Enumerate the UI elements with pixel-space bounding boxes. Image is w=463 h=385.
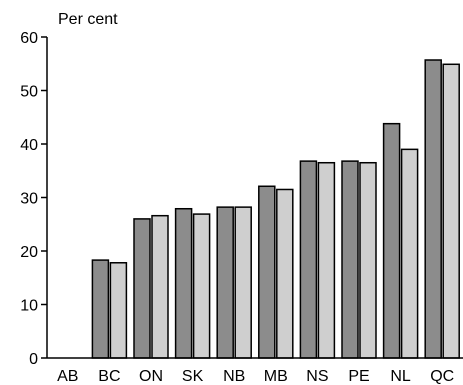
bar-nl-series-2 <box>400 148 419 359</box>
y-ticks-group: 0 10 20 30 40 50 60 <box>20 30 47 368</box>
y-tick-label: 30 <box>20 191 38 208</box>
bar-ns-series-1 <box>299 160 318 359</box>
bar-qc-series-2 <box>442 63 460 359</box>
y-axis-label: Per cent <box>58 11 118 28</box>
x-tick-label-mb: MB <box>264 368 288 385</box>
x-tick-label-ab: AB <box>57 368 78 385</box>
y-tick-label: 10 <box>20 298 38 315</box>
x-tick-label-ns: NS <box>306 368 328 385</box>
x-tick-label-nb: NB <box>223 368 245 385</box>
bar-qc-series-1 <box>424 59 442 359</box>
y-tick-label: 60 <box>20 30 38 47</box>
bar-on-series-2 <box>151 214 169 359</box>
y-tick-label: 40 <box>20 137 38 154</box>
y-tick-label: 50 <box>20 84 38 101</box>
y-tick-label: 20 <box>20 244 38 261</box>
bar-nl-series-1 <box>382 122 401 359</box>
bar-nb-series-1 <box>216 206 234 359</box>
y-tick-label: 0 <box>29 351 38 368</box>
bar-bc-series-1 <box>91 259 110 359</box>
bar-sk-series-2 <box>192 213 211 359</box>
x-tick-label-nl: NL <box>390 368 411 385</box>
bar-pe-series-2 <box>359 161 377 359</box>
bar-on-series-1 <box>133 218 151 359</box>
bar-ns-series-2 <box>317 161 336 359</box>
x-tick-label-pe: PE <box>348 368 369 385</box>
x-tick-label-on: ON <box>139 368 163 385</box>
bar-mb-series-1 <box>258 185 276 359</box>
bar-nb-series-2 <box>234 206 252 359</box>
x-tick-label-bc: BC <box>98 368 120 385</box>
bar-pe-series-1 <box>341 160 359 359</box>
x-ticks-group: AB BC ON SK NB MB NS PE NL QC <box>57 368 454 385</box>
bar-mb-series-2 <box>276 188 294 359</box>
x-tick-label-qc: QC <box>430 368 454 385</box>
bar-bc-series-2 <box>109 262 128 359</box>
bars-group <box>91 59 460 359</box>
x-tick-label-sk: SK <box>182 368 204 385</box>
bar-sk-series-1 <box>174 207 193 359</box>
